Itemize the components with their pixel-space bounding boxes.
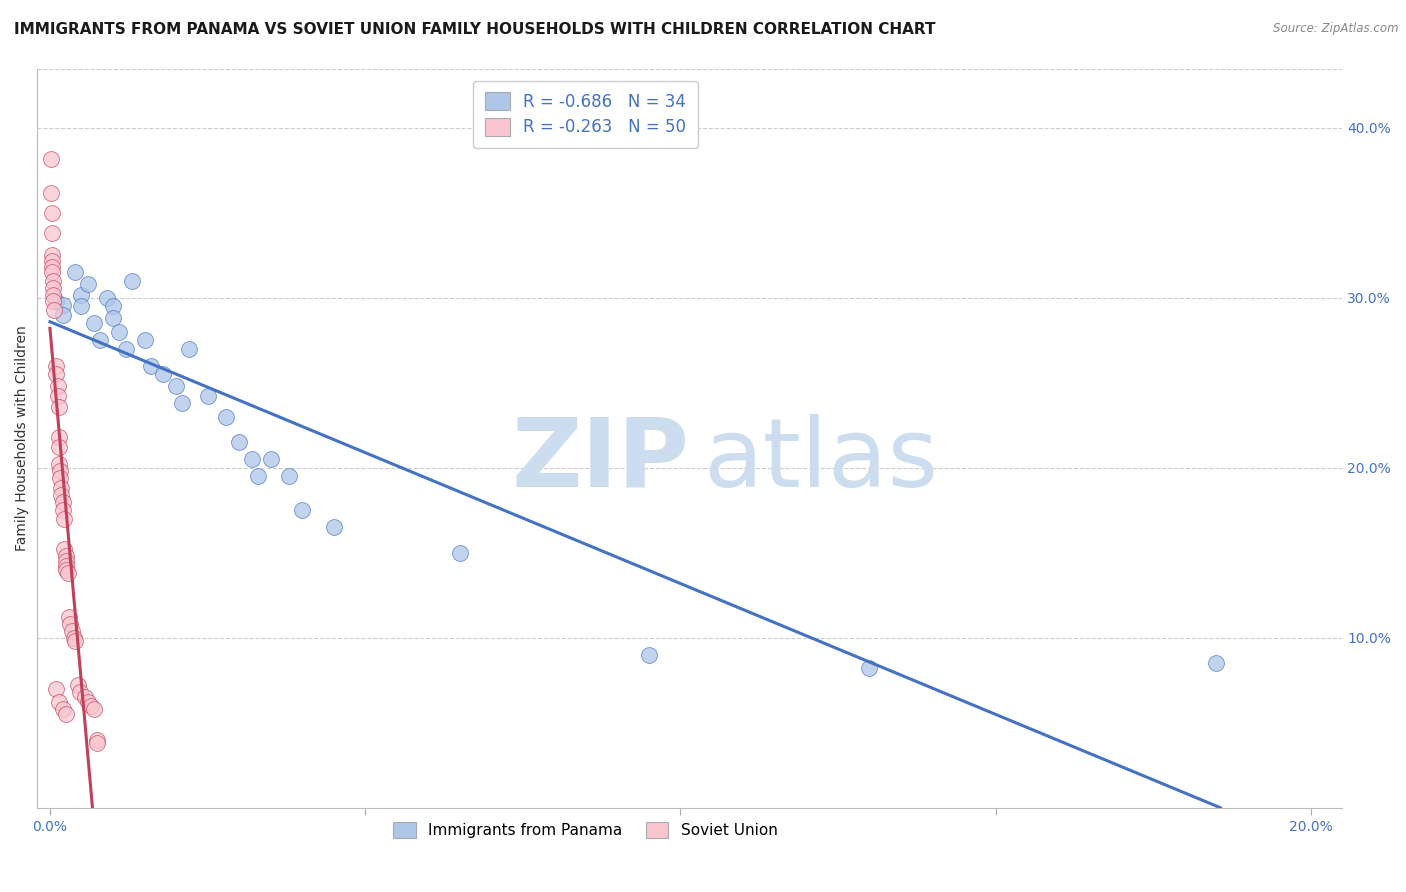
Point: [42, 294, 65, 309]
Point: [259, 452, 281, 467]
Point: [41, 227, 63, 241]
Text: Source: ZipAtlas.com: Source: ZipAtlas.com: [1274, 22, 1399, 36]
Point: [89, 334, 111, 348]
Point: [63, 265, 86, 279]
Point: [86, 732, 108, 747]
Point: [45, 359, 67, 373]
Point: [96, 291, 118, 305]
Point: [42, 281, 65, 295]
Point: [55, 549, 77, 564]
Point: [322, 520, 344, 534]
Y-axis label: Family Households with Children: Family Households with Children: [15, 326, 30, 551]
Text: IMMIGRANTS FROM PANAMA VS SOVIET UNION FAMILY HOUSEHOLDS WITH CHILDREN CORRELATI: IMMIGRANTS FROM PANAMA VS SOVIET UNION F…: [14, 22, 935, 37]
Point: [197, 390, 219, 404]
Text: ZIP: ZIP: [512, 414, 690, 507]
Point: [165, 379, 187, 393]
Point: [41, 265, 63, 279]
Point: [121, 274, 143, 288]
Point: [41, 260, 63, 275]
Point: [228, 435, 250, 450]
Point: [152, 368, 174, 382]
Point: [69, 685, 91, 699]
Point: [51, 503, 73, 517]
Point: [76, 695, 98, 709]
Point: [80, 698, 103, 713]
Point: [51, 308, 73, 322]
Point: [52, 542, 75, 557]
Point: [49, 471, 72, 485]
Point: [48, 430, 70, 444]
Point: [172, 396, 194, 410]
Point: [42, 302, 65, 317]
Point: [67, 678, 90, 692]
Point: [101, 311, 124, 326]
Point: [42, 287, 65, 301]
Point: [858, 661, 880, 675]
Point: [63, 631, 86, 645]
Point: [56, 566, 79, 581]
Point: [59, 617, 82, 632]
Point: [215, 409, 238, 424]
Point: [48, 441, 70, 455]
Point: [46, 390, 69, 404]
Point: [42, 274, 65, 288]
Point: [41, 253, 63, 268]
Point: [48, 695, 70, 709]
Point: [240, 452, 263, 467]
Point: [86, 736, 108, 750]
Point: [51, 495, 73, 509]
Point: [48, 458, 70, 472]
Point: [55, 563, 77, 577]
Point: [39, 152, 62, 166]
Point: [58, 610, 80, 624]
Point: [291, 503, 314, 517]
Point: [41, 248, 63, 262]
Point: [134, 334, 156, 348]
Point: [48, 400, 70, 414]
Point: [70, 287, 93, 301]
Point: [60, 624, 83, 638]
Point: [55, 559, 77, 574]
Point: [46, 379, 69, 393]
Point: [73, 690, 96, 705]
Point: [45, 294, 67, 309]
Point: [51, 298, 73, 312]
Point: [83, 702, 105, 716]
Point: [49, 464, 72, 478]
Point: [101, 300, 124, 314]
Point: [76, 277, 98, 292]
Point: [52, 512, 75, 526]
Point: [139, 359, 162, 373]
Point: [51, 488, 73, 502]
Point: [45, 368, 67, 382]
Point: [637, 648, 659, 662]
Point: [63, 634, 86, 648]
Point: [55, 554, 77, 568]
Point: [70, 300, 93, 314]
Point: [1205, 657, 1227, 671]
Text: atlas: atlas: [703, 414, 938, 507]
Point: [51, 702, 73, 716]
Point: [108, 325, 131, 339]
Point: [278, 469, 301, 483]
Point: [114, 342, 136, 356]
Point: [45, 681, 67, 696]
Point: [83, 317, 105, 331]
Point: [51, 481, 73, 495]
Point: [246, 469, 269, 483]
Point: [39, 186, 62, 200]
Point: [177, 342, 200, 356]
Point: [41, 206, 63, 220]
Point: [55, 707, 77, 722]
Legend: Immigrants from Panama, Soviet Union: Immigrants from Panama, Soviet Union: [387, 816, 783, 845]
Point: [449, 546, 471, 560]
